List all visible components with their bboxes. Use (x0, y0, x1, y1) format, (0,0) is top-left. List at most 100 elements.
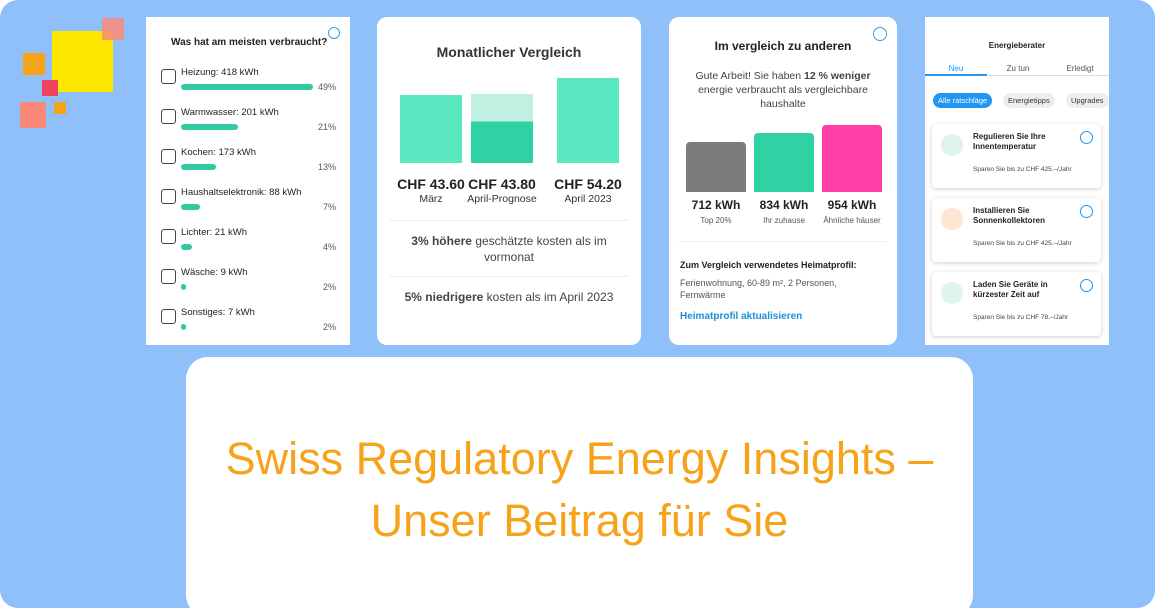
bar-value: CHF 43.60 (397, 176, 465, 192)
tip-savings: Sparen Sie bis zu CHF 78.–/Jahr (973, 314, 1069, 321)
item-share: 13% (317, 162, 336, 172)
note-text: kosten als im April 2023 (486, 290, 614, 304)
deco (102, 18, 124, 40)
item-bar (181, 284, 187, 290)
deco (42, 80, 58, 96)
tip-icon (941, 134, 963, 156)
item-bar (181, 124, 238, 130)
item-label: Warmwasser: 201 kWh (181, 107, 279, 118)
intro: Gute Arbeit! Sie haben 12 % weniger ener… (683, 69, 883, 111)
bar-value: CHF 43.80 (468, 176, 536, 192)
item-bar (181, 244, 192, 250)
item-icon (161, 269, 176, 284)
item-bar (181, 164, 217, 170)
tip-title: Installieren Sie Sonnenkollektoren (973, 206, 1046, 225)
item-icon (161, 69, 176, 84)
card-title: Was hat am meisten verbraucht? (171, 37, 328, 48)
deco (52, 31, 113, 92)
item-label: Wäsche: 9 kWh (181, 267, 248, 278)
divider (679, 241, 887, 242)
deco (54, 102, 66, 114)
tip-add[interactable] (1080, 205, 1093, 218)
bar (754, 133, 814, 192)
tip-add[interactable] (1080, 131, 1093, 144)
item-share: 7% (322, 202, 336, 212)
tip-card: Installieren Sie Sonnenkollektoren Sparen… (932, 198, 1101, 262)
monthly-card: Monatlicher Vergleich CHF 43.60 März CHF 4… (377, 17, 641, 345)
card-title: Im vergleich zu anderen (714, 39, 852, 53)
tip-title: Regulieren Sie Ihre Innentemperatur (973, 132, 1046, 151)
tab-active (925, 74, 987, 76)
bar-value: CHF 54.20 (554, 176, 622, 192)
profile-title: Zum Vergleich verwendetes Heimatprofil: (680, 260, 857, 270)
note: 5% niedrigere kosten als im April 2023 (399, 289, 619, 305)
item-label: Haushaltselektronik: 88 kWh (181, 187, 302, 198)
divider (389, 276, 629, 277)
tab[interactable]: Zu tun (1006, 64, 1030, 73)
advisor-card: Energieberater Neu Zu tun Erledigt Alle rat… (925, 17, 1109, 345)
item-share: 21% (317, 122, 336, 132)
chip[interactable]: Energietipps (1003, 93, 1055, 108)
info-icon[interactable] (873, 27, 887, 41)
item-share: 4% (322, 242, 336, 252)
tip-add[interactable] (1080, 279, 1093, 292)
bar (400, 94, 462, 163)
compare-card: Im vergleich zu anderen Gute Arbeit! Sie… (669, 17, 897, 345)
divider (389, 220, 629, 221)
deco (23, 53, 45, 75)
profile-text: Ferienwohnung, 60-89 m², 2 Personen, Fer… (680, 278, 837, 300)
item-icon (161, 109, 176, 124)
banner: Swiss Regulatory Energy Insights – Unser… (186, 357, 973, 608)
item-icon (161, 309, 176, 324)
tip-title: Laden Sie Geräte in kürzester Zeit auf (973, 280, 1048, 299)
item-bar (181, 324, 187, 330)
tip-savings: Sparen Sie bis zu CHF 425.–/Jahr (973, 240, 1072, 247)
bar-caption: Ähnliche häuser (823, 216, 881, 225)
bar-value: 954 kWh (827, 198, 877, 212)
deco (20, 102, 46, 128)
tip-icon (941, 282, 963, 304)
item-icon (161, 229, 176, 244)
item-share: 2% (322, 282, 336, 292)
intro-start: Gute Arbeit! Sie haben (695, 70, 802, 82)
usage-card: Was hat am meisten verbraucht? Heizung: … (146, 17, 350, 345)
card-title: Energieberater (988, 41, 1046, 50)
tab-line (925, 75, 1109, 76)
tab[interactable]: Neu (948, 64, 964, 73)
item-label: Heizung: 418 kWh (181, 67, 259, 78)
info-icon[interactable] (328, 27, 340, 39)
item-icon (161, 149, 176, 164)
item-bar (181, 84, 314, 90)
item-share: 49% (317, 82, 336, 92)
note: 3% höhere geschätzte kosten als im vormo… (399, 233, 619, 265)
note-bold: 3% höhere (411, 234, 472, 248)
bar-caption: März (419, 193, 443, 205)
note-text: geschätzte kosten als im vormonat (475, 234, 607, 264)
tip-card: Regulieren Sie Ihre Innentemperatur Spare… (932, 124, 1101, 188)
item-bar (181, 204, 200, 210)
bar-caption: Top 20% (700, 216, 732, 225)
card-title: Monatlicher Vergleich (436, 44, 582, 60)
bar-caption: April 2023 (564, 193, 612, 205)
item-label: Sonstiges: 7 kWh (181, 307, 255, 318)
item-icon (161, 189, 176, 204)
note-bold: 5% niedrigere (404, 290, 484, 304)
banner-title: Swiss Regulatory Energy Insights – (225, 433, 934, 484)
chip[interactable]: Upgrades (1066, 93, 1109, 108)
chip[interactable]: Alle ratschläge (933, 93, 993, 108)
tip-card: Laden Sie Geräte in kürzester Zeit auf Sp… (932, 272, 1101, 336)
item-share: 2% (322, 322, 336, 332)
tab[interactable]: Erledigt (1066, 64, 1094, 73)
profile-link[interactable]: Heimatprofil aktualisieren (680, 311, 803, 322)
bar (471, 94, 533, 163)
bar-value: 834 kWh (759, 198, 809, 212)
bar (822, 124, 882, 192)
bar (557, 77, 619, 163)
bar-caption: Ihr zuhause (763, 216, 805, 225)
item-label: Kochen: 173 kWh (181, 147, 256, 158)
bar (686, 141, 746, 192)
tip-icon (941, 208, 963, 230)
banner-title: Unser Beitrag für Sie (370, 495, 789, 546)
tip-savings: Sparen Sie bis zu CHF 425.–/Jahr (973, 166, 1072, 173)
